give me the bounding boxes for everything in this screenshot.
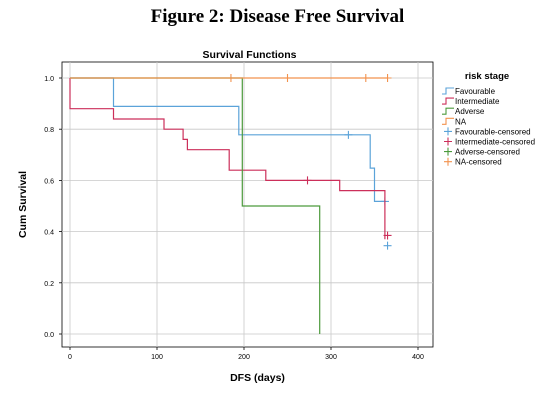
legend-label-na-censored: NA-censored (455, 158, 502, 167)
x-tick-label: 200 (238, 354, 250, 361)
legend-label-favourable-censored: Favourable-censored (455, 127, 531, 136)
series-intermediate-censor-mark (303, 176, 312, 185)
figure-title: Figure 2: Disease Free Survival (150, 6, 405, 27)
y-tick-label: 0.2 (44, 281, 54, 288)
legend-label-intermediate: Intermediate (455, 97, 500, 106)
legend-swatch-favourable (442, 87, 454, 95)
series-na-censor-mark (226, 74, 235, 82)
legend-label-adverse: Adverse (455, 107, 485, 116)
legend-label-intermediate-censored: Intermediate-censored (455, 138, 535, 147)
series-favourable-censor-mark (344, 130, 353, 139)
legend-swatch-adverse-censored (444, 147, 452, 156)
series-na-censor-mark (383, 74, 392, 82)
series-favourable-line (70, 77, 385, 202)
legend-swatch-intermediate (442, 97, 454, 105)
series-favourable-censor-mark (383, 241, 392, 250)
legend-swatch-intermediate-censored (444, 137, 452, 146)
legend-label-na: NA (455, 117, 467, 126)
y-tick-label: 1.0 (44, 76, 54, 83)
series-na-censor-mark (361, 74, 370, 82)
series-na-censor-mark (283, 74, 292, 82)
y-axis-label: Cum Survival (17, 171, 29, 238)
y-tick-label: 0.8 (44, 127, 54, 134)
legend-title: risk stage (465, 71, 509, 82)
legend-swatch-adverse (442, 107, 454, 115)
y-tick-label: 0.4 (44, 230, 54, 237)
y-tick-label: 0.6 (44, 178, 54, 185)
plot-area (61, 61, 434, 348)
legend-label-adverse-censored: Adverse-censored (455, 148, 520, 157)
x-tick-label: 400 (412, 354, 424, 361)
chart-title: Survival Functions (203, 49, 297, 61)
x-axis-label: DFS (days) (230, 372, 285, 384)
series-intermediate-line (69, 78, 386, 240)
x-tick-label: 0 (68, 354, 72, 361)
legend-swatch-na (442, 117, 454, 125)
series-intermediate-censor-mark (383, 231, 392, 240)
legend-label-favourable: Favourable (455, 87, 496, 96)
x-tick-label: 300 (325, 354, 337, 361)
x-tick-label: 100 (151, 354, 163, 361)
legend-swatch-favourable-censored (444, 127, 452, 136)
y-tick-label: 0.0 (44, 332, 54, 339)
legend-swatch-na-censored (444, 157, 452, 166)
